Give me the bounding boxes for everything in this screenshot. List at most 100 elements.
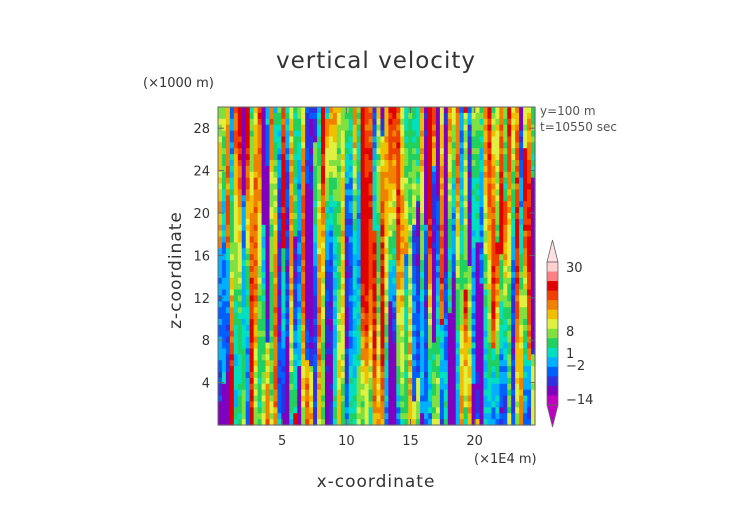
heatmap-cell xyxy=(531,201,536,208)
heatmap-cell xyxy=(527,366,532,373)
heatmap-cell xyxy=(511,142,516,149)
heatmap-cell xyxy=(531,183,536,191)
heatmap-cell xyxy=(459,366,465,373)
heatmap-cell xyxy=(408,124,413,132)
heatmap-cell xyxy=(388,183,393,191)
heatmap-cell xyxy=(269,154,275,161)
heatmap-cell xyxy=(475,201,481,208)
heatmap-cell xyxy=(428,165,433,173)
heatmap-cell xyxy=(324,165,330,173)
heatmap-cell xyxy=(459,195,465,202)
heatmap-cell xyxy=(495,177,500,185)
heatmap-cell xyxy=(257,289,263,297)
heatmap-cell xyxy=(424,230,429,238)
heatmap-cell xyxy=(523,236,528,244)
heatmap-cell xyxy=(249,112,255,120)
heatmap-cell xyxy=(297,189,302,196)
heatmap-cell xyxy=(503,319,508,326)
heatmap-cell xyxy=(491,283,496,291)
heatmap-cell xyxy=(388,171,393,179)
heatmap-cell xyxy=(336,248,342,255)
heatmap-cell xyxy=(289,183,294,191)
heatmap-cell xyxy=(225,254,231,261)
heatmap-cell xyxy=(503,148,508,155)
heatmap-cell xyxy=(412,354,417,361)
heatmap-cell xyxy=(372,107,378,114)
heatmap-cell xyxy=(523,195,528,202)
heatmap-cell xyxy=(281,124,286,132)
heatmap-cell xyxy=(269,342,275,350)
heatmap-cell xyxy=(384,336,389,344)
heatmap-cell xyxy=(507,401,512,408)
heatmap-cell xyxy=(332,207,338,214)
heatmap-cell xyxy=(435,242,441,249)
heatmap-cell xyxy=(443,295,449,302)
heatmap-cell xyxy=(412,118,417,126)
heatmap-cell xyxy=(305,189,310,196)
heatmap-cell xyxy=(273,260,279,267)
heatmap-cell xyxy=(380,165,386,173)
heatmap-cell xyxy=(332,236,338,244)
heatmap-cell xyxy=(301,160,306,167)
heatmap-cell xyxy=(301,401,306,408)
heatmap-cell xyxy=(249,389,255,397)
heatmap-cell xyxy=(439,342,445,350)
heatmap-cell xyxy=(348,342,354,350)
heatmap-cell xyxy=(439,236,445,244)
heatmap-cell xyxy=(245,389,251,397)
heatmap-cell xyxy=(313,148,318,155)
heatmap-cell xyxy=(344,330,350,338)
heatmap-cell xyxy=(503,201,508,208)
heatmap-cell xyxy=(332,319,338,326)
heatmap-cell xyxy=(273,189,279,196)
heatmap-cell xyxy=(424,218,429,226)
heatmap-cell xyxy=(392,271,397,279)
heatmap-cell xyxy=(455,165,461,173)
heatmap-cell xyxy=(412,242,417,249)
heatmap-cell xyxy=(273,201,279,208)
heatmap-cell xyxy=(523,342,528,350)
heatmap-cell xyxy=(285,313,290,320)
heatmap-cell xyxy=(431,283,437,291)
heatmap-cell xyxy=(265,236,271,244)
heatmap-cell xyxy=(475,165,481,173)
heatmap-cell xyxy=(328,271,334,279)
heatmap-cell xyxy=(503,165,508,173)
heatmap-cell xyxy=(483,160,489,167)
heatmap-cell xyxy=(455,301,461,308)
heatmap-cell xyxy=(384,148,389,155)
heatmap-cell xyxy=(463,142,469,149)
heatmap-cell xyxy=(404,342,409,350)
heatmap-cell xyxy=(435,177,441,185)
heatmap-cell xyxy=(269,207,275,214)
heatmap-cell xyxy=(495,336,500,344)
heatmap-cell xyxy=(281,277,286,285)
heatmap-cell xyxy=(249,330,255,338)
heatmap-cell xyxy=(305,277,310,285)
heatmap-cell xyxy=(447,201,453,208)
heatmap-cell xyxy=(483,277,489,285)
heatmap-cell xyxy=(297,307,302,314)
heatmap-cell xyxy=(332,195,338,202)
heatmap-cell xyxy=(277,313,282,320)
heatmap-cell xyxy=(356,354,362,361)
heatmap-cell xyxy=(285,160,290,167)
heatmap-cell xyxy=(344,248,350,255)
heatmap-cell xyxy=(348,160,354,167)
heatmap-cell xyxy=(293,207,298,214)
heatmap-cell xyxy=(344,213,350,220)
heatmap-cell xyxy=(451,295,457,302)
heatmap-cell xyxy=(511,383,516,391)
heatmap-cell xyxy=(491,160,496,167)
heatmap-cell xyxy=(463,248,469,255)
heatmap-cell xyxy=(321,354,326,361)
heatmap-cell xyxy=(253,271,259,279)
heatmap-cell xyxy=(305,336,310,344)
heatmap-cell xyxy=(352,307,358,314)
heatmap-cell xyxy=(309,136,314,143)
heatmap-cell xyxy=(435,124,441,132)
heatmap-cell xyxy=(483,301,489,308)
heatmap-cell xyxy=(404,112,409,120)
heatmap-cell xyxy=(511,260,516,267)
heatmap-cell xyxy=(241,377,247,385)
